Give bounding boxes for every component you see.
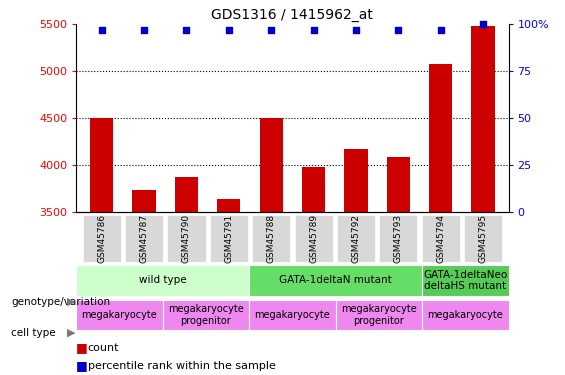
Point <box>97 27 106 33</box>
Text: wild type: wild type <box>139 275 186 285</box>
Text: count: count <box>88 343 119 353</box>
Point <box>224 27 233 33</box>
Point <box>182 27 191 33</box>
Text: ▶: ▶ <box>67 328 75 338</box>
Point <box>140 27 149 33</box>
Point <box>436 27 445 33</box>
Text: megakaryocyte: megakaryocyte <box>427 310 503 320</box>
Bar <box>259 118 283 212</box>
FancyBboxPatch shape <box>82 215 121 262</box>
Text: percentile rank within the sample: percentile rank within the sample <box>88 361 276 370</box>
Title: GDS1316 / 1415962_at: GDS1316 / 1415962_at <box>211 8 373 22</box>
FancyBboxPatch shape <box>294 215 333 262</box>
FancyBboxPatch shape <box>336 300 422 330</box>
Point <box>267 27 276 33</box>
FancyBboxPatch shape <box>76 265 249 296</box>
Point <box>479 21 488 27</box>
Bar <box>90 118 114 212</box>
Point <box>309 27 318 33</box>
Text: GSM45794: GSM45794 <box>436 214 445 262</box>
Text: GSM45791: GSM45791 <box>224 214 233 262</box>
Text: GSM45790: GSM45790 <box>182 214 191 262</box>
FancyBboxPatch shape <box>337 215 375 262</box>
Text: GSM45786: GSM45786 <box>97 214 106 262</box>
Bar <box>175 177 198 212</box>
FancyBboxPatch shape <box>163 300 249 330</box>
Point <box>394 27 403 33</box>
Bar <box>302 167 325 212</box>
Text: cell type: cell type <box>11 328 56 338</box>
FancyBboxPatch shape <box>379 215 418 262</box>
FancyBboxPatch shape <box>464 215 502 262</box>
FancyBboxPatch shape <box>249 265 422 296</box>
Text: genotype/variation: genotype/variation <box>11 297 110 307</box>
Text: GATA-1deltaN mutant: GATA-1deltaN mutant <box>279 275 392 285</box>
Point <box>351 27 360 33</box>
FancyBboxPatch shape <box>421 215 460 262</box>
Bar <box>217 199 241 212</box>
Bar <box>429 64 453 212</box>
Text: ■: ■ <box>76 359 88 372</box>
Text: megakaryocyte: megakaryocyte <box>254 310 331 320</box>
FancyBboxPatch shape <box>422 265 508 296</box>
FancyBboxPatch shape <box>167 215 206 262</box>
FancyBboxPatch shape <box>210 215 248 262</box>
Text: GSM45792: GSM45792 <box>351 214 360 262</box>
Text: megakaryocyte
progenitor: megakaryocyte progenitor <box>341 304 417 326</box>
Text: ▶: ▶ <box>67 297 75 307</box>
Text: GSM45787: GSM45787 <box>140 214 149 262</box>
Bar <box>471 26 495 212</box>
Text: GSM45795: GSM45795 <box>479 214 488 262</box>
Bar <box>386 157 410 212</box>
Bar <box>344 149 368 212</box>
FancyBboxPatch shape <box>249 300 336 330</box>
FancyBboxPatch shape <box>76 300 163 330</box>
Text: GATA-1deltaNeo
deltaHS mutant: GATA-1deltaNeo deltaHS mutant <box>423 270 507 291</box>
Text: GSM45788: GSM45788 <box>267 214 276 262</box>
Text: megakaryocyte
progenitor: megakaryocyte progenitor <box>168 304 244 326</box>
FancyBboxPatch shape <box>125 215 163 262</box>
Text: GSM45789: GSM45789 <box>309 214 318 262</box>
FancyBboxPatch shape <box>422 300 508 330</box>
Text: ■: ■ <box>76 342 88 354</box>
Text: megakaryocyte: megakaryocyte <box>81 310 158 320</box>
Text: GSM45793: GSM45793 <box>394 214 403 262</box>
FancyBboxPatch shape <box>252 215 290 262</box>
Bar <box>132 190 156 212</box>
